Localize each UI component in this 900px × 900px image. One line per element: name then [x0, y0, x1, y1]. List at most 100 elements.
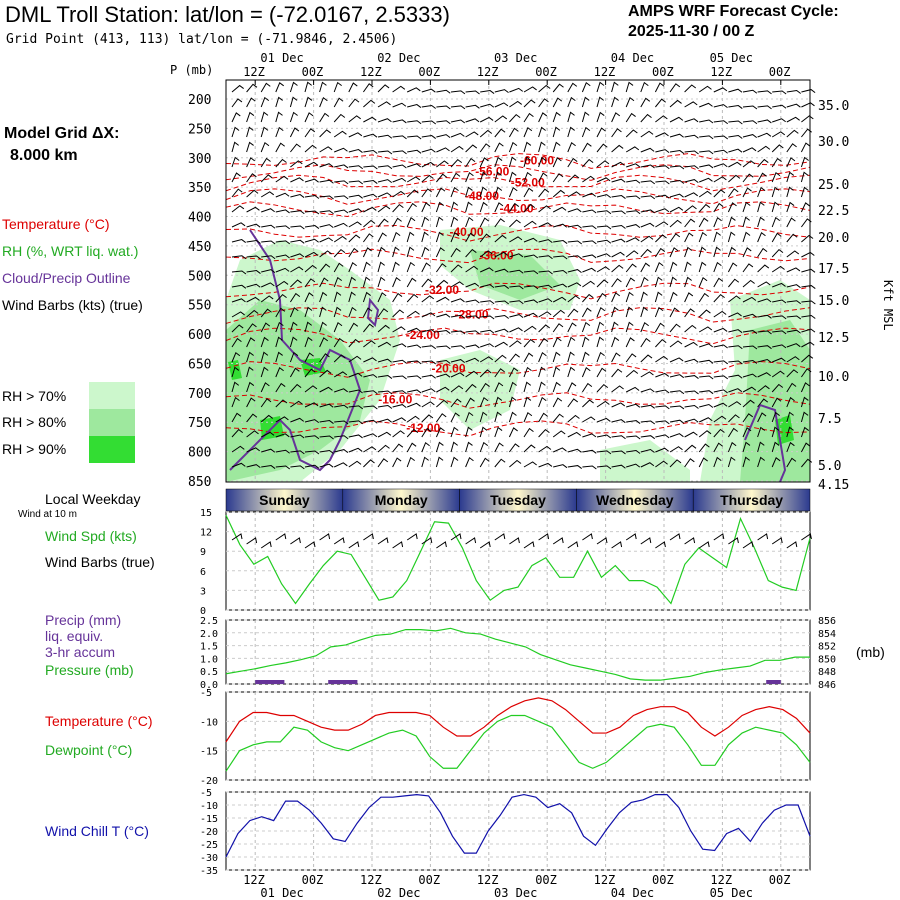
wind-barb [669, 459, 682, 468]
wind-barb [508, 411, 517, 423]
wind-barb [538, 172, 548, 183]
wind-barb [290, 143, 301, 153]
wind-barb [728, 401, 742, 408]
wind-barb [567, 255, 583, 260]
wind-barb [231, 205, 245, 213]
pressure-tick-label: 350 [188, 181, 211, 196]
wind-barb [523, 171, 532, 183]
temperature-contour-label: -60.00 [520, 154, 554, 168]
wind-barb [713, 246, 721, 258]
surface-wind-barb [669, 533, 681, 541]
wind-barb [231, 284, 247, 289]
wind-barb [377, 101, 391, 108]
wind-barb [348, 261, 357, 273]
wind-barb [435, 216, 444, 228]
wind-barb [246, 189, 259, 198]
wind-barb [625, 277, 636, 288]
wind-barb [538, 366, 546, 378]
wind-barb [407, 149, 422, 154]
wind-barb [757, 314, 772, 319]
wind-barb [655, 338, 667, 348]
wind-barb [275, 321, 284, 333]
pressure-tick-label: 250 [188, 122, 211, 137]
wind-barb [275, 307, 286, 318]
wind-barb [450, 359, 466, 363]
wind-barb [260, 414, 274, 423]
wind-barb [363, 180, 378, 184]
wind-barb [742, 456, 750, 468]
wind-barb [742, 427, 752, 438]
wind-barb [231, 462, 246, 468]
wind-barb [406, 277, 417, 288]
wind-barb [260, 322, 271, 333]
wind-barb [392, 443, 404, 453]
wind-barb [742, 296, 757, 303]
wind-barb [728, 120, 743, 125]
wind-barb [538, 412, 548, 423]
wind-barb [669, 219, 682, 228]
wind-barb [713, 293, 725, 303]
wind-barb [757, 264, 770, 273]
windchill-tick-label: -10 [200, 801, 218, 812]
height-tick-label: 7.5 [818, 412, 841, 427]
wind-barb [654, 261, 664, 273]
wind-barb [392, 203, 404, 213]
wind-barb [407, 402, 421, 408]
wind-barb [348, 338, 360, 348]
wind-barb [494, 396, 503, 408]
wind-barb [319, 146, 333, 153]
wind-barb [669, 405, 685, 410]
surface-wind-barb [742, 541, 754, 549]
top-time-tick: 00Z [769, 65, 791, 79]
wind-barb [523, 396, 532, 408]
wind-barb [669, 307, 679, 318]
wind-barb [713, 120, 729, 125]
wind-barb [304, 194, 320, 199]
wind-barb [363, 433, 378, 438]
wind-barb [640, 291, 648, 303]
wind-barb [348, 389, 363, 394]
wind-barb [553, 240, 568, 244]
height-tick-label: 30.0 [818, 135, 849, 150]
wind-barb [465, 265, 479, 273]
wind-barb [669, 433, 684, 438]
wind-barb [333, 291, 342, 303]
wind-barb [553, 269, 568, 274]
wind-barb [640, 388, 655, 393]
wind-barb [801, 251, 815, 258]
wind-barb [669, 446, 683, 453]
wind-barb [771, 457, 781, 468]
wind-barb [260, 96, 270, 108]
wind-barb [684, 418, 699, 423]
wind-barb [771, 411, 780, 423]
wind-barb [581, 382, 593, 393]
wind-barb [742, 359, 758, 364]
wind-barb [757, 385, 770, 393]
wind-barb [436, 120, 451, 125]
wind-barb [611, 264, 624, 273]
precip-legend-1: Precip (mm) [45, 612, 122, 628]
wind-barb [377, 261, 385, 273]
wind-barb [479, 129, 493, 138]
bottom-time-tick: 00Z [652, 873, 674, 887]
wind-barb [684, 150, 699, 155]
wind-barb [392, 375, 407, 380]
wind-barb [523, 325, 537, 333]
wind-barb [684, 358, 699, 363]
wind-barb [640, 113, 652, 123]
wind-barb [772, 299, 787, 304]
wind-barb [450, 186, 459, 198]
wind-barb [377, 308, 389, 318]
wind-barb [436, 313, 451, 318]
wind-barb [319, 250, 332, 258]
wind-barb [523, 338, 535, 348]
surface-wind-barb [582, 533, 593, 541]
wind-barb [348, 434, 363, 439]
page-title: DML Troll Station: lat/lon = (-72.0167, … [5, 2, 450, 27]
wind-barb [231, 239, 246, 243]
wind-barb [334, 164, 349, 169]
wind-barb [363, 99, 376, 108]
height-tick-label: 35.0 [818, 99, 849, 114]
surface-wind-barb [713, 533, 725, 541]
wind-barb [771, 426, 780, 438]
